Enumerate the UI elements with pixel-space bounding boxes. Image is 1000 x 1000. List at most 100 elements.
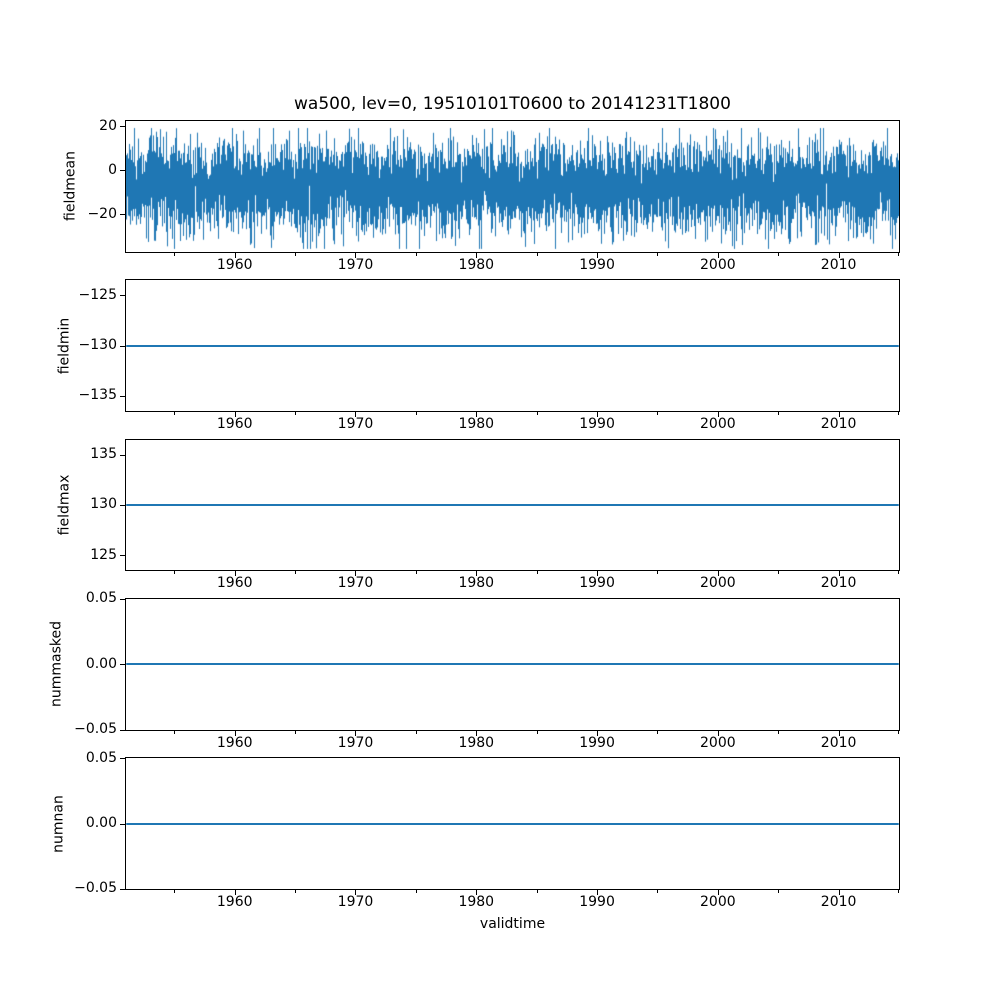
x-tick-minor [657,889,659,893]
y-tick [120,454,125,456]
x-tick-major [597,889,599,895]
x-tick-major [234,252,236,258]
y-tick-label: 0.05 [85,590,117,607]
x-tick-label: 1990 [579,416,615,433]
x-tick-label: 1970 [337,734,374,751]
y-tick-label: −135 [78,387,117,404]
y-tick-label: 20 [99,117,117,134]
y-tick [120,170,125,172]
x-tick-label: 1960 [216,416,253,433]
x-tick-minor [536,252,538,256]
x-tick-label: 1960 [216,575,253,592]
x-tick-minor [657,571,659,575]
series-line-fieldmin [126,344,899,347]
y-tick [120,598,125,600]
x-tick-major [717,252,719,258]
x-tick-minor [898,730,899,734]
x-tick-label: 2010 [820,416,857,433]
x-tick-major [838,730,840,736]
x-tick-major [355,412,357,418]
y-tick [120,888,125,890]
x-tick-major [717,571,719,577]
y-tick [120,345,125,347]
y-axis-label-nummasked: nummasked [48,621,65,708]
y-tick [120,504,125,506]
x-tick-minor [295,252,297,256]
y-tick [120,395,125,397]
x-tick-minor [657,412,659,416]
y-tick-label: 0.00 [85,815,117,832]
y-tick [120,295,125,297]
x-tick-label: 1960 [216,893,253,910]
subplot-fieldmin: −125 −130 −135 1960 1970 1980 1990 2000 2010 fiel… [57,279,900,432]
x-tick-minor [778,571,780,575]
subplot-fieldmax: 135 130 125 1960 1970 1980 1990 2000 2010 fieldma… [57,438,900,591]
x-tick-label: 1960 [216,256,253,273]
x-tick-label: 1970 [337,256,374,273]
x-tick-major [838,571,840,577]
x-tick-minor [536,412,538,416]
x-tick-minor [295,412,297,416]
x-tick-minor [174,252,176,256]
x-tick-label: 1990 [579,893,615,910]
x-tick-major [717,412,719,418]
y-tick-label: 135 [90,446,117,463]
y-tick-label: −130 [78,337,117,354]
x-tick-minor [778,889,780,893]
x-tick-major [717,730,719,736]
x-tick-major [355,730,357,736]
x-tick-minor [174,412,176,416]
subplot-numnan: 0.05 0.00 −0.05 1960 1970 1980 1990 2000 2010 num… [51,750,900,909]
x-tick-major [355,889,357,895]
subplot-nummasked: 0.05 0.00 −0.05 1960 1970 1980 1990 2000 2010 num… [49,591,900,750]
y-tick-label: −0.05 [74,880,117,897]
x-tick-minor [415,412,417,416]
x-tick-major [355,571,357,577]
y-axis-label-fieldmin: fieldmin [56,317,73,374]
y-tick [120,823,125,825]
x-tick-minor [778,252,780,256]
x-axis-label: validtime [479,916,546,932]
x-tick-major [597,571,599,577]
x-tick-major [234,730,236,736]
x-tick-major [597,412,599,418]
y-tick [120,555,125,557]
y-tick [120,214,125,216]
y-tick-label: −0.05 [74,721,117,738]
x-tick-label: 1980 [458,575,495,592]
x-tick-label: 1990 [579,734,615,751]
x-tick-label: 2000 [700,893,736,910]
x-tick-minor [295,730,297,734]
y-tick-label: 0 [108,161,117,178]
x-tick-label: 2010 [820,575,857,592]
y-tick [120,126,125,128]
x-tick-minor [174,730,176,734]
x-tick-label: 1990 [579,256,615,273]
y-axis-label-fieldmean: fieldmean [62,151,79,222]
y-tick-label: −20 [87,205,117,222]
x-tick-label: 1980 [458,893,495,910]
x-tick-major [597,252,599,258]
y-tick-label: −125 [78,286,117,303]
x-tick-minor [536,730,538,734]
x-tick-minor [778,412,780,416]
y-tick [120,664,125,666]
x-tick-label: 2010 [820,256,857,273]
x-tick-label: 1970 [337,893,374,910]
x-tick-major [355,252,357,258]
y-tick [120,729,125,731]
y-tick [120,758,125,760]
x-tick-minor [174,571,176,575]
x-tick-minor [778,730,780,734]
series-line-fieldmax [126,503,899,506]
x-tick-minor [415,889,417,893]
x-tick-label: 1980 [458,256,495,273]
x-tick-minor [898,252,899,256]
x-tick-minor [898,889,899,893]
x-tick-major [476,252,478,258]
x-tick-minor [415,730,417,734]
x-tick-major [476,889,478,895]
x-tick-minor [295,571,297,575]
x-tick-label: 2000 [700,416,736,433]
